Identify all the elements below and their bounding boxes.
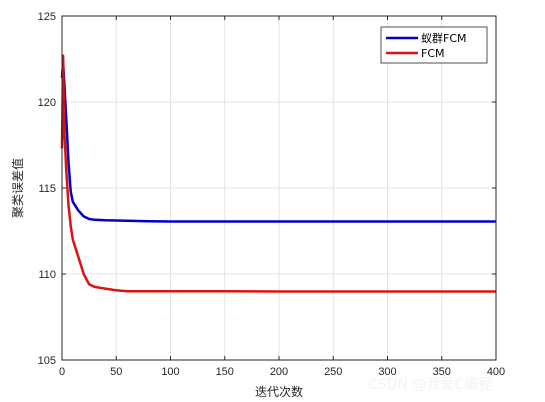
x-axis-ticks: 0 50 100 150 200 250 300 350 400	[59, 16, 505, 378]
y-tick-label: 110	[38, 269, 56, 281]
y-tick-label: 105	[38, 355, 56, 367]
x-tick-label: 300	[378, 366, 396, 378]
y-axis-ticks: 105 110 115 120 125	[38, 11, 496, 367]
legend-label-aco-fcm: 蚁群FCM	[421, 31, 467, 45]
x-tick-label: 200	[270, 366, 288, 378]
x-tick-label: 100	[161, 366, 179, 378]
legend-box	[380, 26, 488, 64]
x-tick-label: 0	[59, 366, 65, 378]
x-tick-label: 400	[487, 366, 505, 378]
y-tick-label: 115	[38, 183, 56, 195]
y-tick-label: 120	[38, 97, 56, 109]
x-tick-label: 50	[110, 366, 122, 378]
legend-label-fcm: FCM	[421, 47, 445, 60]
series-line-aco-fcm	[60, 61, 496, 223]
x-tick-label: 350	[433, 366, 451, 378]
series-lines	[60, 54, 496, 293]
x-axis-label: 迭代次数	[255, 384, 303, 399]
x-tick-label: 150	[216, 366, 234, 378]
series-line-fcm	[60, 54, 496, 293]
y-tick-label: 125	[38, 11, 56, 23]
grid-lines	[62, 16, 496, 360]
legend: 蚁群FCM FCM	[380, 26, 488, 64]
watermark-text: CSDN @我爱C编程	[368, 377, 492, 393]
x-tick-label: 250	[324, 366, 342, 378]
y-axis-label: 聚类误差值	[10, 158, 25, 218]
